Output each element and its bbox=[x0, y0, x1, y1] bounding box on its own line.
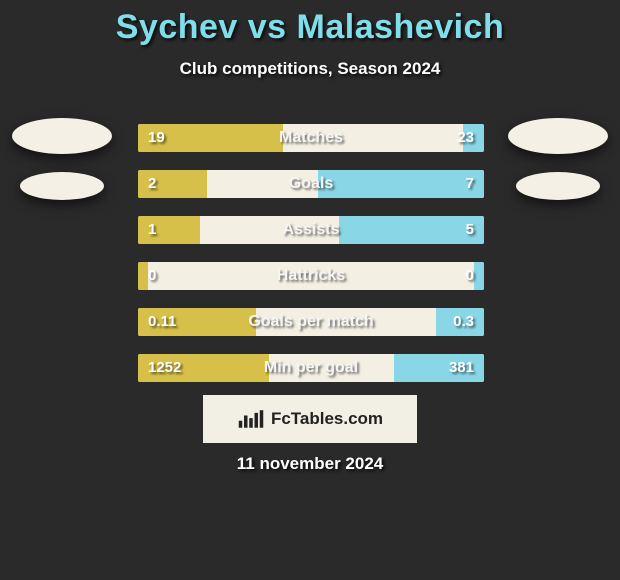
stat-value-left: 2 bbox=[148, 170, 156, 198]
avatar-placeholder bbox=[12, 118, 112, 154]
stat-value-left: 0 bbox=[148, 262, 156, 290]
stat-row: Goals2 7 bbox=[138, 170, 484, 198]
stat-row: Min per goal1252 381 bbox=[138, 354, 484, 382]
avatar-placeholder bbox=[20, 172, 104, 200]
branding-text: FcTables.com bbox=[271, 409, 383, 429]
stat-label: Matches bbox=[138, 124, 484, 152]
stat-label: Goals bbox=[138, 170, 484, 198]
stat-value-right: 0 bbox=[466, 262, 474, 290]
stat-value-right: 7 bbox=[466, 170, 474, 198]
bars-icon bbox=[237, 408, 265, 430]
stat-row: Assists1 5 bbox=[138, 216, 484, 244]
stat-value-right: 5 bbox=[466, 216, 474, 244]
branding-badge: FcTables.com bbox=[203, 395, 417, 443]
stat-row: Goals per match0.11 0.3 bbox=[138, 308, 484, 336]
subtitle: Club competitions, Season 2024 bbox=[0, 59, 620, 79]
player-avatar-right bbox=[508, 118, 608, 200]
page-title: Sychev vs Malashevich bbox=[0, 0, 620, 47]
stat-value-left: 19 bbox=[148, 124, 165, 152]
stat-label: Assists bbox=[138, 216, 484, 244]
stats-chart: Matches19 23 Goals2 7 Assists1 5 Hattricks0 0 Go… bbox=[138, 124, 484, 400]
avatar-placeholder bbox=[516, 172, 600, 200]
avatar-placeholder bbox=[508, 118, 608, 154]
stat-value-left: 1252 bbox=[148, 354, 181, 382]
stat-row: Matches19 23 bbox=[138, 124, 484, 152]
stat-value-right: 381 bbox=[449, 354, 474, 382]
stat-label: Hattricks bbox=[138, 262, 484, 290]
stat-label: Min per goal bbox=[138, 354, 484, 382]
stat-label: Goals per match bbox=[138, 308, 484, 336]
player-avatar-left bbox=[12, 118, 112, 200]
date-stamp: 11 november 2024 bbox=[0, 454, 620, 474]
comparison-infographic: Sychev vs Malashevich Club competitions,… bbox=[0, 0, 620, 580]
stat-value-left: 0.11 bbox=[148, 308, 176, 336]
stat-value-left: 1 bbox=[148, 216, 156, 244]
stat-value-right: 0.3 bbox=[453, 308, 474, 336]
stat-row: Hattricks0 0 bbox=[138, 262, 484, 290]
stat-value-right: 23 bbox=[457, 124, 474, 152]
